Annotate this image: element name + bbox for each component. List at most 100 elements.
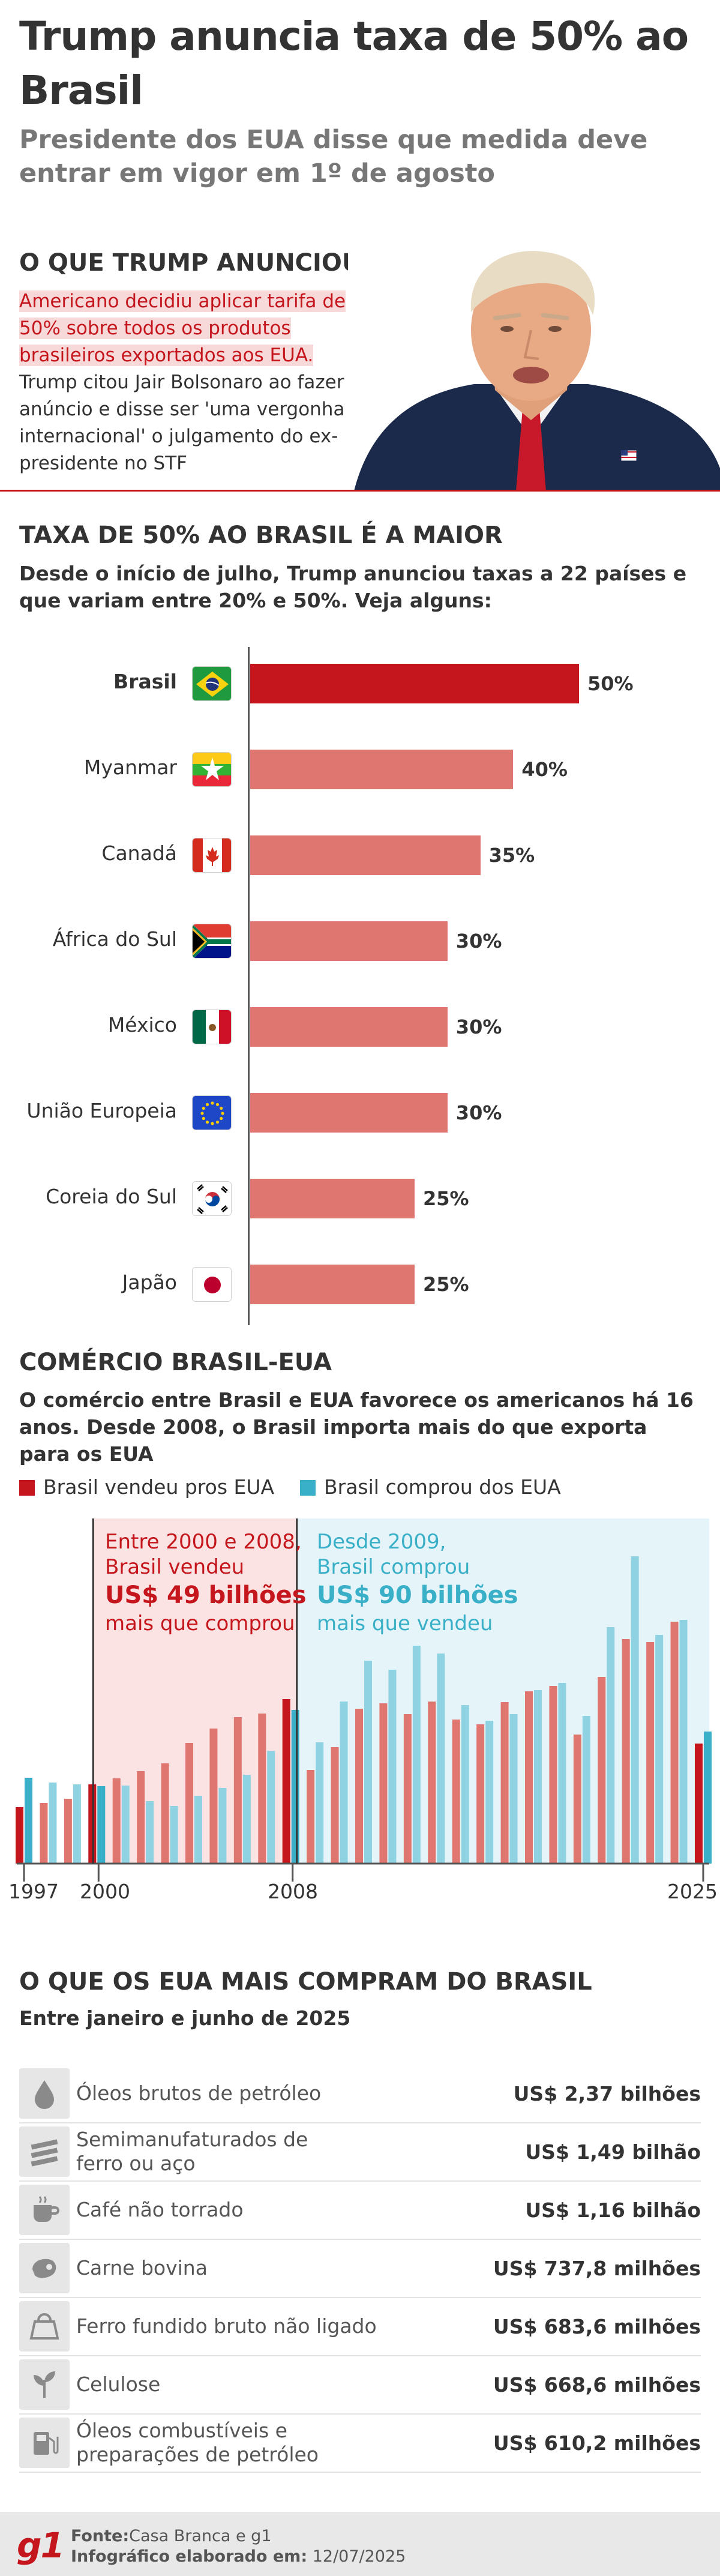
product-name: Semimanufaturados de ferro ou aço [76,2128,308,2175]
bought-bar [242,1775,251,1864]
announcement-heading: O QUE TRUMP ANUNCIOU? [19,249,376,277]
year-label-2008: 2008 [268,1880,318,1903]
year-label-2000: 2000 [80,1880,130,1903]
bought-bar [485,1721,494,1864]
sold-bar [16,1807,23,1864]
sold-bar [500,1702,509,1864]
bought-bar [607,1627,615,1864]
product-divider [19,2180,701,2182]
sold-bar [161,1763,169,1864]
sold-bar [137,1771,145,1864]
bought-bar [582,1716,590,1864]
sold-bar [646,1642,655,1864]
tariff-value-label: 40% [521,758,568,781]
tariff-bar [250,1093,448,1133]
sold-bar [525,1691,533,1864]
sold-bar [233,1717,242,1864]
product-row: Ferro fundido bruto não ligado US$ 683,6 … [19,2298,701,2356]
coffee-cup-icon [19,2185,70,2235]
tariff-row: União Europeia 30% [0,1088,720,1136]
product-row: Carne bovina US$ 737,8 milhões [19,2239,701,2298]
bought-bar [340,1702,348,1864]
announcement-rest: Trump citou Jair Bolsonaro ao fazer anún… [19,372,345,474]
product-row: Semimanufaturados de ferro ou aço US$ 1,4… [19,2123,701,2182]
tariff-row: Myanmar 40% [0,745,720,793]
fuel-pump-icon [19,2418,70,2468]
tariff-row: Coreia do Sul 25% [0,1174,720,1222]
tariff-chart-axis [248,647,250,1325]
tariff-value-label: 30% [455,1101,502,1124]
sold-bar [573,1735,581,1864]
bought-bar [146,1801,154,1864]
tariff-row: Brasil 50% [0,659,720,707]
product-name: Óleos combustíveis e preparações de petr… [76,2419,319,2466]
annotation-deficit-line3: mais que vendeu [317,1612,493,1636]
mexico-flag-icon [192,1010,232,1044]
trump-portrait-illustration [348,240,720,491]
product-row: Café não torrado US$ 1,16 bilhão [19,2181,701,2240]
year-label-1997: 1997 [8,1880,59,1903]
bought-bar [121,1786,130,1864]
tariff-row: Canadá 35% [0,831,720,879]
sold-bar [622,1639,630,1864]
bought-bar [316,1742,324,1864]
tariff-bar [250,750,514,789]
product-divider [19,2413,701,2415]
product-value: US$ 668,6 milhões [493,2373,701,2397]
annotation-deficit-value: US$ 90 bilhões [317,1581,518,1609]
product-divider [19,2355,701,2356]
made-label: Infográfico elaborado em: [71,2547,308,2566]
bought-bar [97,1786,106,1864]
tariff-country-label: Canadá [101,841,177,865]
tariff-country-label: México [107,1013,177,1037]
trade-heading: COMÉRCIO BRASIL-EUA [19,1349,332,1376]
product-row: Óleos combustíveis e preparações de petr… [19,2414,701,2473]
bought-bar [558,1683,566,1864]
legend-bought: Brasil comprou dos EUA [300,1475,561,1499]
tariff-value-label: 30% [455,930,502,952]
bought-bar [194,1796,202,1864]
page-subtitle: Presidente dos EUA disse que medida deve… [19,125,648,188]
legend-bought-label: Brasil comprou dos EUA [324,1475,561,1499]
section-separator [0,490,720,492]
south-korea-flag-icon [192,1181,232,1216]
tariffs-heading: TAXA DE 50% AO BRASIL É A MAIOR [19,522,503,549]
product-value: US$ 683,6 milhões [493,2314,701,2338]
bought-bar [49,1783,57,1864]
bought-bar [218,1788,227,1864]
footer-text: Fonte:Casa Branca e g1 Infográfico elabo… [71,2526,406,2567]
sold-bar [452,1720,460,1864]
annotation-surplus-line2: Brasil vendeu [105,1555,245,1579]
tariff-bar [250,1007,448,1047]
product-value: US$ 2,37 bilhões [513,2081,701,2105]
tariff-country-label: Brasil [113,670,177,693]
meat-icon [19,2243,70,2293]
g1-logo: g1 [17,2525,65,2566]
canada-flag-icon [192,838,232,873]
product-name: Café não torrado [76,2198,244,2221]
tariff-country-label: Japão [122,1271,177,1294]
sold-bar [598,1677,606,1864]
year-label-2025: 2025 [667,1880,718,1903]
sold-bar [670,1622,679,1864]
tariff-value-label: 25% [423,1273,469,1296]
sold-bar [258,1714,266,1864]
announcement-highlight: Americano decidiu aplicar tarifa de 50% … [19,290,346,366]
products-subheading: Entre janeiro e junho de 2025 [19,2006,351,2030]
sold-bar [331,1747,339,1864]
bought-bar [679,1620,688,1864]
source-value: Casa Branca e g1 [129,2527,272,2545]
sold-bar [282,1699,290,1864]
product-name: Carne bovina [76,2256,208,2280]
annotation-surplus-line3: mais que comprou [105,1612,295,1636]
tariff-value-label: 30% [455,1016,502,1038]
bought-bar [73,1784,81,1864]
tariff-bar [250,835,481,875]
sold-bar [209,1729,218,1864]
legend-sold: Brasil vendeu pros EUA [19,1475,274,1499]
plant-icon [19,2359,70,2410]
brazil-flag-icon [192,666,232,701]
annotation-surplus-line1: Entre 2000 e 2008, [105,1530,302,1554]
bought-bar [388,1670,397,1864]
sold-bar [476,1724,485,1864]
